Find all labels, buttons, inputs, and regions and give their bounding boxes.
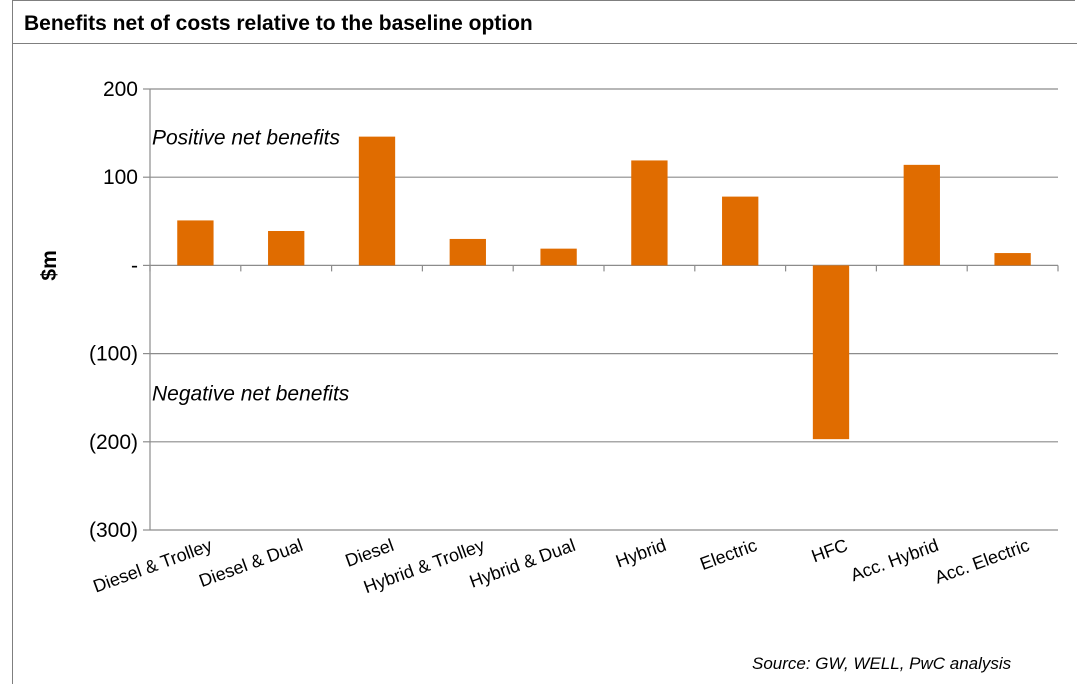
bar <box>358 136 396 266</box>
title-bar <box>12 0 1077 44</box>
bar <box>994 253 1031 266</box>
chart-title: Benefits net of costs relative to the ba… <box>24 12 533 35</box>
bar <box>722 196 759 266</box>
annotation: Positive net benefits <box>152 127 340 150</box>
y-tick-label: 100 <box>103 166 138 189</box>
x-tick-label: Diesel <box>343 535 397 571</box>
gridlines <box>150 88 1058 531</box>
annotation: Negative net benefits <box>152 382 350 405</box>
x-tick-label: Acc. Hybrid <box>848 535 941 585</box>
x-tick-label: Hybrid & Dual <box>467 535 578 592</box>
x-tick-label: Acc. Electric <box>932 535 1032 588</box>
y-tick-label: (100) <box>89 343 138 366</box>
y-tick-label: (300) <box>89 519 138 542</box>
bar <box>903 164 940 266</box>
bar <box>812 265 850 440</box>
bar <box>449 238 486 266</box>
bar <box>268 231 305 266</box>
y-tick-label: 200 <box>103 78 138 101</box>
y-tick-label: - <box>131 254 138 277</box>
x-tick-label: Hybrid <box>613 535 669 572</box>
y-axis-title: $m <box>38 250 61 280</box>
x-tick-label: Diesel & Dual <box>196 535 305 591</box>
x-tick-label: Electric <box>697 535 759 574</box>
x-tick-label: Diesel & Trolley <box>90 535 214 597</box>
x-tick-label: HFC <box>809 535 851 566</box>
source-note: Source: GW, WELL, PwC analysis <box>752 654 1012 673</box>
chart-frame <box>12 0 1075 684</box>
y-tick-label: (200) <box>89 431 138 454</box>
bars <box>177 136 1031 440</box>
bar <box>177 220 214 266</box>
bar <box>540 248 577 266</box>
axes <box>143 88 1059 531</box>
bar <box>631 160 668 266</box>
